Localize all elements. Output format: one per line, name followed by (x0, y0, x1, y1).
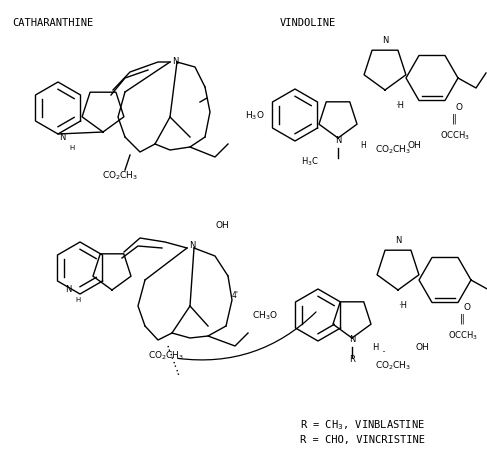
Text: ·H: ·H (395, 101, 405, 110)
Text: N: N (65, 285, 71, 294)
Text: CH$_3$O: CH$_3$O (252, 309, 278, 321)
Text: H: H (75, 297, 81, 303)
Text: CO$_2$CH$_3$: CO$_2$CH$_3$ (375, 143, 412, 156)
Text: CO$_2$CH$_3$: CO$_2$CH$_3$ (375, 359, 412, 371)
Text: ·: · (382, 346, 386, 359)
Text: ‖: ‖ (452, 114, 457, 125)
Text: OH: OH (408, 141, 422, 150)
Text: N: N (335, 136, 341, 145)
Text: VINDOLINE: VINDOLINE (280, 18, 336, 28)
Text: O: O (463, 303, 470, 312)
Text: ‖: ‖ (460, 314, 465, 325)
Text: OH: OH (215, 221, 229, 230)
Text: OH: OH (415, 343, 429, 352)
Text: 4': 4' (232, 291, 239, 300)
Text: CO$_2$CH$_3$: CO$_2$CH$_3$ (148, 349, 185, 362)
Text: R = CH$_3$, VINBLASTINE: R = CH$_3$, VINBLASTINE (300, 418, 425, 432)
Text: OCCH$_3$: OCCH$_3$ (440, 129, 470, 142)
Text: R = CHO, VINCRISTINE: R = CHO, VINCRISTINE (300, 435, 425, 445)
Text: CO$_2$CH$_3$: CO$_2$CH$_3$ (102, 169, 138, 181)
Text: N: N (349, 335, 355, 344)
Text: ·H: ·H (398, 301, 407, 310)
FancyArrowPatch shape (178, 312, 316, 360)
Text: N: N (395, 236, 401, 245)
Text: CATHARANTHINE: CATHARANTHINE (12, 18, 93, 28)
Text: H: H (360, 141, 366, 150)
Text: N: N (59, 133, 65, 143)
Text: H: H (69, 145, 75, 151)
Text: H$_3$C: H$_3$C (301, 156, 319, 169)
Text: N: N (382, 36, 388, 45)
Text: H: H (372, 343, 378, 352)
Text: N: N (189, 241, 195, 250)
Text: OCCH$_3$: OCCH$_3$ (448, 329, 478, 342)
Text: H$_3$O: H$_3$O (245, 109, 265, 121)
Text: O: O (455, 103, 462, 112)
Text: N: N (172, 57, 178, 67)
Text: R: R (349, 355, 355, 364)
